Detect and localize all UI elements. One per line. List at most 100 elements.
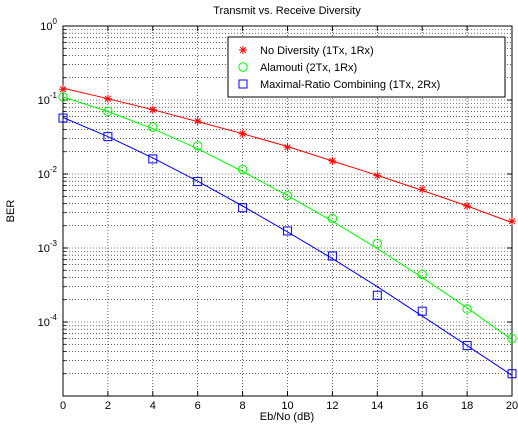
x-tick-label: 16 [416,400,428,412]
square-marker-shape [283,226,292,236]
series-2 [58,92,517,344]
x-tick-label: 18 [461,400,473,412]
data-point [283,226,292,236]
y-tick-label: 10-2 [38,165,58,181]
legend-label: Alamouti (2Tx, 1Rx) [260,62,357,74]
circle-marker-shape [417,269,427,280]
data-point [508,217,516,226]
series-line [62,96,513,341]
asterisk-stroke [59,86,67,93]
circle-marker-shape [282,190,293,201]
data-point [373,171,382,180]
data-point [507,369,517,379]
asterisk-stroke [329,157,336,165]
legend-marker [239,46,247,54]
legend-label: No Diversity (1Tx, 1Rx) [260,45,374,57]
circle-marker-shape [103,106,113,117]
circle-marker-shape [372,238,382,249]
square-marker-shape [103,132,113,142]
circle-marker-shape [238,62,248,72]
y-tick-label: 10-4 [38,313,58,329]
square-marker-shape [417,306,427,316]
data-point [328,156,337,165]
asterisk-stroke [419,186,426,193]
y-axis-label: BER [5,200,17,223]
series-line [62,117,513,376]
y-tick-label: 10-3 [38,239,58,255]
data-point [193,177,203,187]
legend-label: Maximal-Ratio Combining (1Tx, 2Rx) [260,79,440,91]
data-point [193,117,202,126]
x-tick-label: 4 [150,400,156,412]
data-point [372,290,382,300]
data-point [148,154,158,164]
y-tick-label: 10-1 [38,91,58,107]
asterisk-stroke [508,218,516,225]
data-point [58,92,68,102]
circle-marker-shape [148,122,158,132]
data-point [193,141,203,151]
legend-marker [238,79,248,89]
asterisk-stroke [104,95,112,102]
chart-title: Transmit vs. Receive Diversity [213,5,361,17]
asterisk-stroke [374,172,381,179]
legend-marker [238,62,248,72]
x-tick-label: 14 [371,400,383,412]
data-point [237,164,248,175]
circle-marker-shape [507,333,517,344]
circle-marker-shape [58,92,68,102]
data-point [507,333,517,344]
square-marker-shape [372,290,382,300]
data-point [418,185,427,194]
asterisk-stroke [149,106,156,113]
x-tick-label: 8 [240,400,246,412]
x-tick-label: 0 [60,400,66,412]
asterisk-stroke [463,202,471,210]
square-marker-shape [238,203,248,213]
x-tick-label: 10 [281,400,293,412]
data-point [417,269,427,280]
series-3 [58,113,517,379]
data-point [372,238,382,249]
x-axis-label: Eb/No (dB) [260,411,314,423]
legend-item: Alamouti (2Tx, 1Rx) [238,62,357,74]
legend-item: No Diversity (1Tx, 1Rx) [239,45,374,57]
square-marker-shape [148,154,158,164]
asterisk-stroke [239,130,246,137]
legend-item: Maximal-Ratio Combining (1Tx, 2Rx) [238,79,440,91]
square-marker-shape [193,177,203,187]
data-point [58,113,68,123]
y-tick-label: 100 [40,17,57,33]
x-tick-label: 6 [195,400,201,412]
circle-marker-shape [462,304,472,314]
x-tick-label: 2 [105,400,111,412]
data-point [417,306,427,316]
data-point [238,129,247,138]
data-point [59,85,67,94]
data-point [463,201,472,210]
asterisk-stroke [284,144,291,151]
legend: No Diversity (1Tx, 1Rx) Alamouti (2Tx, 1R… [227,36,506,98]
square-marker-shape [238,79,248,89]
square-marker-shape [507,369,517,379]
square-marker-shape [462,341,472,351]
x-tick-label: 20 [506,400,518,412]
data-point [103,94,112,103]
data-point [282,190,293,201]
asterisk-stroke [239,46,247,54]
data-point [103,132,113,142]
legend-box [227,36,506,98]
square-marker-shape [58,113,68,123]
data-point [462,341,472,351]
data-point [238,203,248,213]
data-point [327,213,338,224]
data-point [327,251,337,261]
data-point [462,304,472,314]
series-1 [59,85,516,226]
x-tick-label: 12 [326,400,338,412]
data-point [283,143,292,152]
square-marker-shape [327,251,337,261]
circle-marker-shape [193,141,203,151]
